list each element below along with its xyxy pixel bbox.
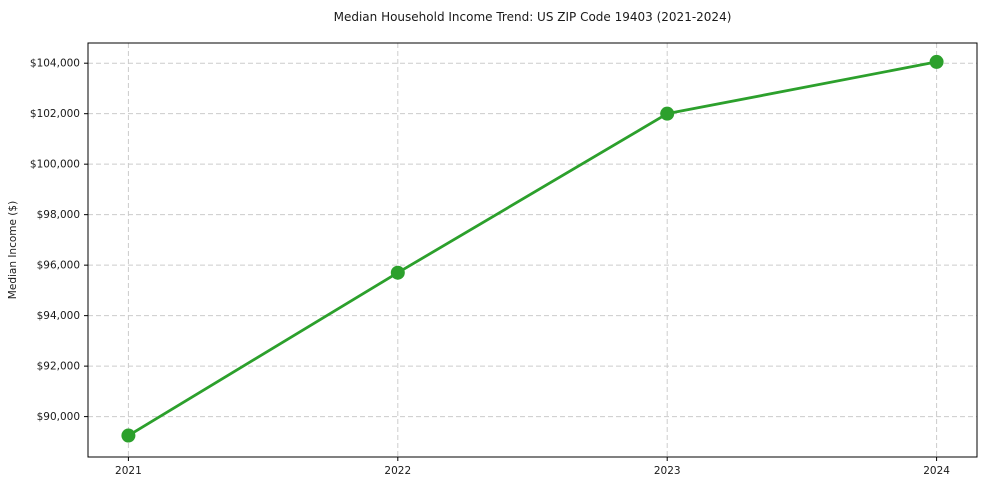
y-tick-label: $96,000 (37, 260, 80, 272)
data-point-2023 (660, 106, 675, 121)
x-tick-label: 2022 (384, 465, 411, 477)
y-tick-label: $94,000 (37, 310, 80, 322)
y-tick-label: $102,000 (30, 108, 80, 120)
trend-line (127, 60, 938, 437)
y-tick-label: $100,000 (30, 159, 80, 171)
chart-title: Median Household Income Trend: US ZIP Co… (333, 10, 732, 24)
data-point-2021 (121, 428, 136, 443)
y-tick-label: $104,000 (30, 58, 80, 70)
data-point-2022 (390, 265, 405, 280)
x-tick-label: 2021 (115, 465, 142, 477)
data-point-2024 (929, 54, 944, 69)
y-tick-label: $98,000 (37, 209, 80, 221)
plot-border (87, 42, 978, 458)
y-tick-label: $90,000 (37, 411, 80, 423)
x-tick-label: 2024 (923, 465, 950, 477)
x-tick-label: 2023 (654, 465, 681, 477)
y-tick-label: $92,000 (37, 361, 80, 373)
